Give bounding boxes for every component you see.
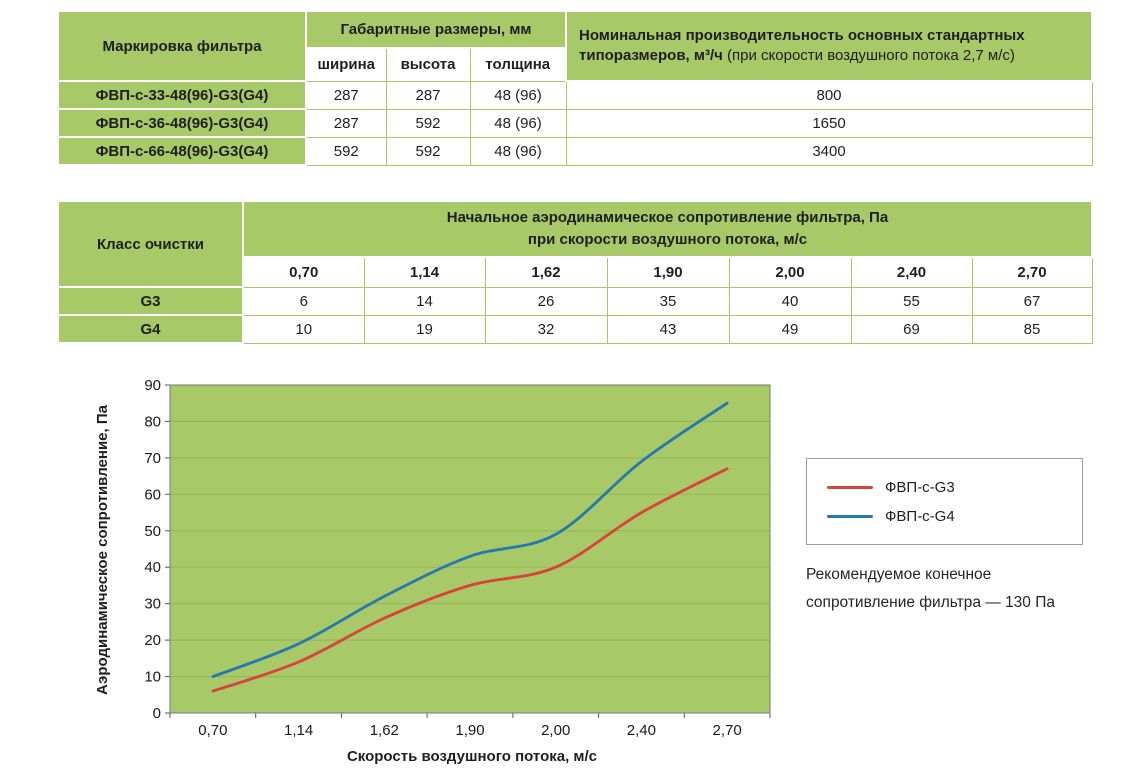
table2-header-class: Класс очистки: [57, 200, 244, 288]
legend-label-g4: ФВП-с-G4: [885, 507, 955, 525]
legend-line-g3-icon: [827, 485, 873, 489]
resistance-cell: 49: [728, 314, 852, 344]
thickness-cell: 48 (96): [469, 136, 567, 166]
chart-legend: ФВП-с-G3 ФВП-с-G4: [806, 458, 1083, 545]
resistance-cell: 67: [971, 286, 1093, 316]
table1-header-height: высота: [385, 47, 471, 82]
legend-item-g3: ФВП-с-G3: [827, 479, 1082, 496]
width-cell: 592: [305, 136, 387, 166]
svg-text:10: 10: [144, 669, 161, 686]
resistance-cell: 55: [850, 286, 973, 316]
table1-header-capacity: Номинальная производительность основных …: [565, 10, 1093, 82]
resistance-cell: 14: [363, 286, 486, 316]
table2-header-line2: при скорости воздушного потока, м/с: [527, 231, 808, 248]
thickness-cell: 48 (96): [469, 108, 567, 138]
resistance-cell: 85: [971, 314, 1093, 344]
svg-text:2,70: 2,70: [712, 722, 741, 739]
legend-label-g3: ФВП-с-G3: [885, 478, 955, 496]
svg-text:20: 20: [144, 632, 161, 649]
speed-cell: 2,00: [728, 256, 852, 288]
table1-row: ФВП-с-66-48(96)-G3(G4) 592 592 48 (96) 3…: [57, 136, 1093, 166]
svg-text:2,40: 2,40: [627, 722, 656, 739]
table2-row-g3: G3 6 14 26 35 40 55 67: [57, 286, 1093, 316]
resistance-table: Класс очистки Начальное аэродинамическое…: [57, 200, 1093, 344]
chart-x-axis-label: Скорость воздушного потока, м/с: [346, 748, 598, 765]
table1-header-capacity-note: (при скорости воздушного потока 2,7 м/с): [722, 47, 1015, 64]
svg-text:40: 40: [144, 559, 161, 576]
svg-text:1,90: 1,90: [455, 722, 484, 739]
speed-cell: 0,70: [242, 256, 365, 288]
filter-marking-cell: ФВП-с-36-48(96)-G3(G4): [57, 108, 307, 138]
speed-cell: 2,70: [971, 256, 1093, 288]
resistance-cell: 40: [728, 286, 852, 316]
speed-cell: 1,14: [363, 256, 486, 288]
speed-cell: 1,62: [484, 256, 608, 288]
svg-text:1,62: 1,62: [370, 722, 399, 739]
resistance-cell: 43: [606, 314, 730, 344]
class-cell: G4: [57, 314, 244, 344]
height-cell: 287: [385, 80, 471, 110]
resistance-cell: 35: [606, 286, 730, 316]
resistance-cell: 6: [242, 286, 365, 316]
resistance-cell: 10: [242, 314, 365, 344]
speed-cell: 1,90: [606, 256, 730, 288]
table2-speeds-row: 0,70 1,14 1,62 1,90 2,00 2,40 2,70: [58, 256, 1093, 288]
thickness-cell: 48 (96): [469, 80, 567, 110]
note-line2: сопротивление фильтра — 130 Па: [806, 594, 1055, 611]
resistance-cell: 19: [363, 314, 486, 344]
table2-header-line1: Начальное аэродинамическое сопротивление…: [446, 209, 889, 227]
legend-line-g4-icon: [827, 514, 873, 518]
svg-text:50: 50: [144, 523, 161, 540]
resistance-cell: 32: [484, 314, 608, 344]
height-cell: 592: [385, 108, 471, 138]
table1-header-thickness: толщина: [469, 47, 567, 82]
svg-text:80: 80: [144, 413, 161, 430]
speed-cell: 2,40: [850, 256, 973, 288]
table1-header-width: ширина: [305, 47, 387, 82]
filter-marking-cell: ФВП-с-33-48(96)-G3(G4): [57, 80, 307, 110]
svg-text:2,00: 2,00: [541, 722, 570, 739]
resistance-cell: 26: [484, 286, 608, 316]
table1-header-dimensions: Габаритные размеры, мм: [305, 10, 567, 49]
filter-dimensions-table: Маркировка фильтра Габаритные размеры, м…: [57, 10, 1093, 166]
svg-text:70: 70: [144, 450, 161, 467]
svg-text:0,70: 0,70: [198, 722, 227, 739]
height-cell: 592: [385, 136, 471, 166]
table1-row: ФВП-с-33-48(96)-G3(G4) 287 287 48 (96) 8…: [57, 80, 1093, 110]
capacity-cell: 3400: [565, 136, 1093, 166]
capacity-cell: 800: [565, 80, 1093, 110]
table1-row: ФВП-с-36-48(96)-G3(G4) 287 592 48 (96) 1…: [57, 108, 1093, 138]
table1-header-marking: Маркировка фильтра: [57, 10, 307, 82]
width-cell: 287: [305, 108, 387, 138]
filter-marking-cell: ФВП-с-66-48(96)-G3(G4): [57, 136, 307, 166]
svg-text:1,14: 1,14: [284, 722, 313, 739]
svg-text:30: 30: [144, 596, 161, 613]
class-cell: G3: [57, 286, 244, 316]
legend-item-g4: ФВП-с-G4: [827, 508, 1082, 525]
table2-header-resistance: Начальное аэродинамическое сопротивление…: [242, 200, 1093, 258]
table2-row-g4: G4 10 19 32 43 49 69 85: [57, 314, 1093, 344]
recommendation-note: Рекомендуемое конечное сопротивление фил…: [806, 561, 1055, 617]
resistance-cell: 69: [850, 314, 973, 344]
table1-header-capacity-main: Номинальная производительность основных …: [579, 26, 1025, 64]
svg-text:0: 0: [153, 705, 161, 722]
svg-text:90: 90: [144, 377, 161, 394]
svg-text:60: 60: [144, 486, 161, 503]
width-cell: 287: [305, 80, 387, 110]
chart-y-axis-label: Аэродинамическое сопротивление, Па: [94, 405, 111, 695]
capacity-cell: 1650: [565, 108, 1093, 138]
resistance-line-chart: 0 10 20 30 40 50 60 70 80 90 0,70 1,14 1,62 1,90 2,00 2…: [115, 373, 805, 753]
note-line1: Рекомендуемое конечное: [806, 566, 992, 583]
